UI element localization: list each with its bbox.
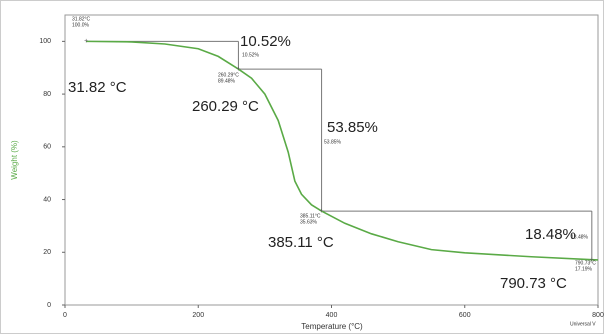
- y-tick-label: 60: [43, 144, 51, 151]
- y-tick-label: 40: [43, 196, 51, 203]
- point-label: 89.48%: [218, 78, 236, 84]
- y-tick-label: 80: [43, 91, 51, 98]
- x-tick-label: 200: [192, 312, 204, 319]
- point-label: 260.29°C: [218, 72, 239, 78]
- tga-curve: [86, 40, 599, 261]
- temperature-callout: 260.29 °C: [192, 98, 259, 115]
- point-marker: +: [590, 257, 594, 264]
- point-label: 100.0%: [72, 22, 90, 28]
- point-label: 35.63%: [300, 219, 318, 225]
- temperature-callout: 385.11 °C: [268, 234, 334, 251]
- y-tick-label: 20: [43, 249, 51, 256]
- temperature-callout: 790.73 °C: [500, 275, 567, 292]
- x-axis-title: Temperature (°C): [301, 322, 363, 331]
- y-tick-label: 100: [39, 38, 51, 45]
- weight-loss-small-label: 53.85%: [324, 139, 342, 145]
- temperature-callout: 31.82 °C: [68, 79, 127, 96]
- weight-loss-small-label: 18.48%: [571, 234, 589, 240]
- weight-loss-label: 18.48%: [525, 226, 576, 243]
- point-marker: +: [236, 66, 240, 73]
- y-axis-title: Weight (%): [10, 140, 19, 180]
- weight-loss-small-label: 10.52%: [242, 52, 260, 58]
- x-tick-label: 600: [459, 312, 471, 319]
- x-tick-label: 0: [63, 312, 67, 319]
- instrument-label: Universal V: [570, 321, 596, 327]
- point-label: 790.73°C: [575, 260, 596, 266]
- point-marker: +: [320, 208, 324, 215]
- weight-loss-label: 10.52%: [240, 33, 291, 50]
- weight-loss-label: 53.85%: [327, 119, 378, 136]
- point-label: 17.19%: [575, 266, 593, 272]
- x-tick-label: 800: [592, 312, 604, 319]
- point-label: 385.11°C: [300, 213, 321, 219]
- x-tick-label: 400: [326, 312, 338, 319]
- point-label: 31.82°C: [72, 16, 91, 22]
- point-marker: +: [84, 38, 88, 45]
- y-tick-label: 0: [47, 302, 51, 309]
